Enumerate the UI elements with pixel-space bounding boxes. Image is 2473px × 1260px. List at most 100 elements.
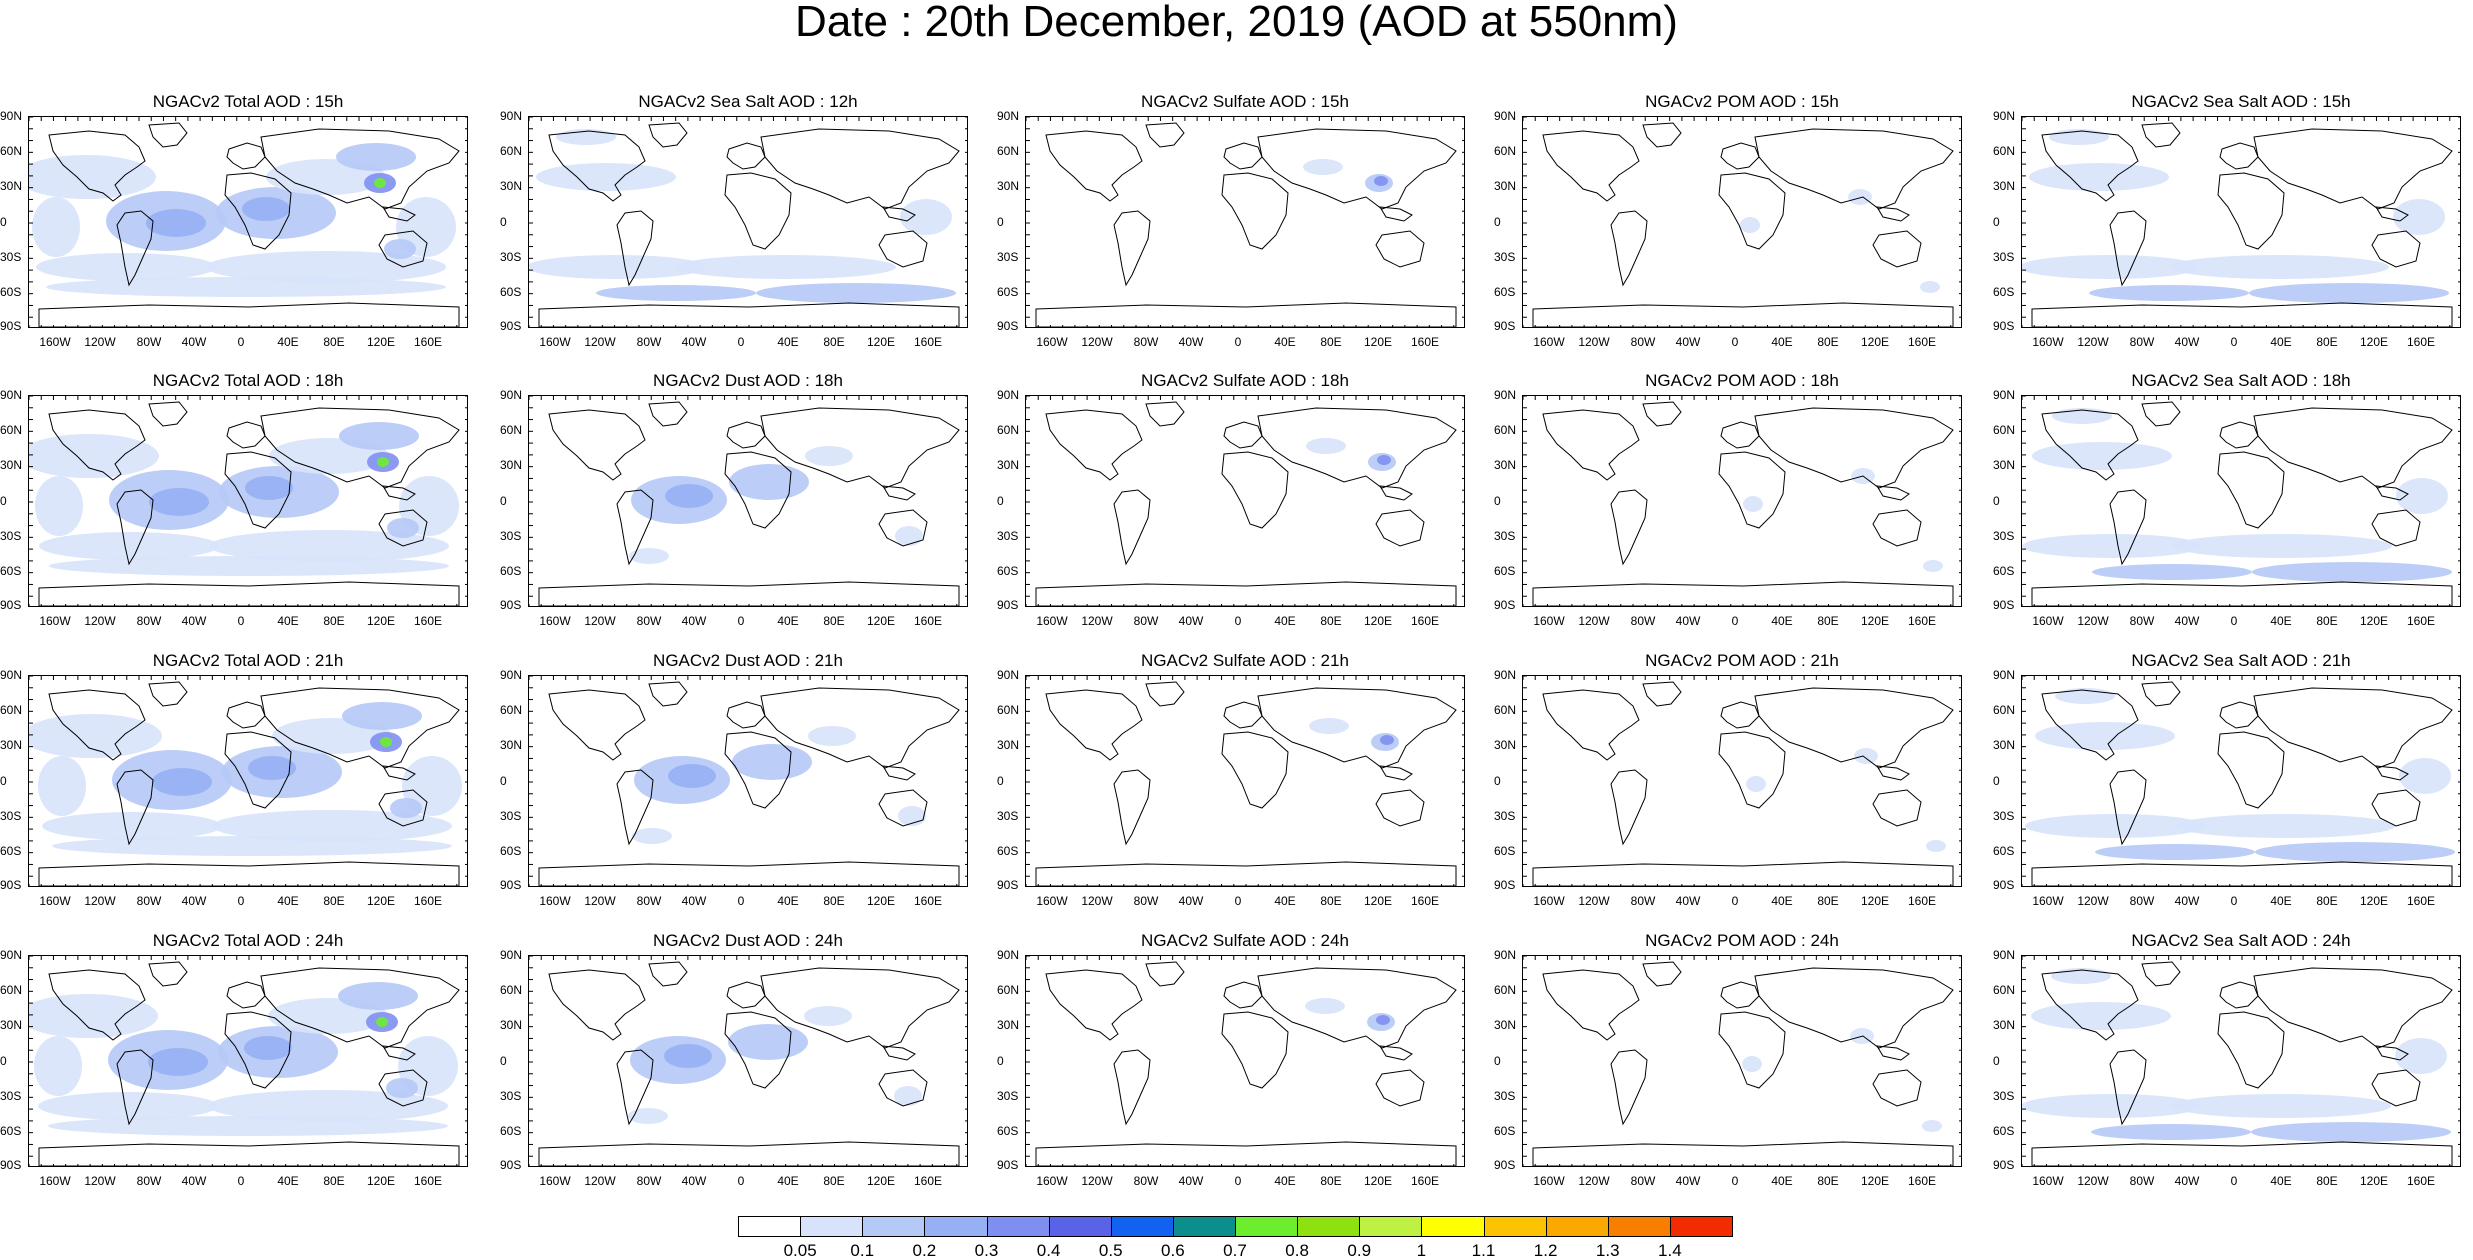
aod-shade-region [804, 1006, 852, 1026]
coastline [48, 409, 146, 481]
lat-tick-label: 30S [997, 529, 1019, 543]
aod-shade-region [1377, 455, 1391, 465]
aod-shade-region [1922, 1120, 1942, 1132]
coastline [2217, 1011, 2285, 1089]
lon-tick-label: 40E [1274, 894, 1296, 908]
lat-tick-label: 30N [0, 179, 23, 193]
lat-tick-label: 90N [0, 948, 23, 962]
lat-tick-label: 30N [997, 738, 1020, 752]
lon-tick-label: 40E [777, 894, 799, 908]
lat-tick-label: 90N [500, 109, 523, 123]
lon-tick-label: 120W [84, 894, 116, 908]
aod-shade-region [52, 836, 452, 856]
lat-tick-label: 60S [500, 1124, 522, 1138]
lon-tick-label: 80W [136, 894, 162, 908]
map-panel: NGACv2 Sea Salt AOD : 21h 90N 60N 30N 0 30S 60… [1993, 651, 2473, 926]
coastline [1045, 969, 1143, 1041]
aod-shade-region [2092, 564, 2252, 580]
lon-tick-label: 120E [366, 335, 396, 349]
coastline [116, 210, 154, 287]
lat-tick-label: 0 [1993, 494, 2000, 508]
coastline [724, 731, 792, 809]
coastline [1045, 130, 1143, 202]
coastline [1257, 687, 1457, 769]
lat-tick-label: 90S [1993, 319, 2015, 333]
lat-tick-label: 30N [997, 179, 1020, 193]
lat-tick-label: 30N [1494, 738, 1517, 752]
lon-tick-label: 40W [1675, 894, 1701, 908]
lon-tick-label: 40E [1771, 335, 1793, 349]
aod-shade-region [1303, 159, 1343, 175]
colorbar-label: 0.9 [1347, 1241, 1372, 1260]
coastline [1223, 421, 1263, 449]
coastline [1257, 967, 1457, 1049]
coastline [2253, 407, 2453, 489]
coastline [260, 128, 460, 210]
coastline [224, 1011, 292, 1089]
lat-tick-label: 60N [0, 144, 23, 158]
colorbar-label: 1 [1416, 1241, 1427, 1260]
lat-tick-label: 60S [0, 564, 22, 578]
aod-shade-region [2091, 1124, 2251, 1140]
lon-tick-label: 0 [1731, 1174, 1739, 1188]
lat-tick-label: 60S [500, 285, 522, 299]
aod-shade-region [212, 810, 452, 842]
aod-shade-region [2255, 842, 2455, 862]
coastline [648, 122, 688, 148]
coastline [878, 230, 928, 268]
lat-tick-label: 90N [1494, 109, 1517, 123]
lon-tick-label: 120W [1578, 614, 1610, 628]
lon-tick-label: 0 [237, 614, 245, 628]
lat-tick-label: 90N [997, 109, 1020, 123]
lat-tick-label: 30N [500, 1018, 523, 1032]
lon-tick-label: 160E [1410, 894, 1440, 908]
lat-tick-label: 0 [0, 215, 7, 229]
aod-shade-region [2031, 1002, 2171, 1030]
coastline [1642, 122, 1682, 148]
aod-shade-region [29, 155, 156, 199]
lat-tick-label: 60N [1993, 144, 2016, 158]
aod-shade-region [42, 812, 222, 840]
coastline [38, 302, 460, 327]
coastline [1035, 1141, 1457, 1166]
lat-tick-label: 0 [1494, 494, 1501, 508]
coastline [2375, 765, 2409, 781]
lat-tick-label: 0 [1494, 774, 1501, 788]
aod-shade-region [38, 756, 86, 816]
lat-tick-label: 90S [500, 1158, 522, 1172]
aod-shade-region [32, 197, 80, 257]
lat-tick-label: 90S [0, 598, 22, 612]
map-canvas [529, 676, 967, 886]
coastline [382, 206, 416, 222]
lon-tick-label: 0 [1234, 335, 1242, 349]
lon-tick-label: 160W [39, 614, 71, 628]
lat-tick-label: 60N [500, 983, 523, 997]
lon-tick-label: 40W [1178, 614, 1204, 628]
map-canvas [2022, 956, 2460, 1166]
lon-tick-label: 160W [39, 1174, 71, 1188]
aod-shade-region [2175, 814, 2395, 838]
coastline [1872, 1069, 1922, 1107]
aod-shade-region [629, 548, 669, 564]
lon-tick-label: 40E [777, 614, 799, 628]
coastline [1221, 1011, 1289, 1089]
lat-tick-label: 0 [1993, 215, 2000, 229]
coastline [1642, 401, 1682, 427]
coastline [1642, 961, 1682, 987]
aod-shade-region [376, 1017, 388, 1027]
aod-shade-region [149, 488, 209, 516]
lon-tick-label: 80E [323, 894, 345, 908]
aod-shade-region [1848, 189, 1872, 205]
lat-tick-label: 60S [500, 844, 522, 858]
coastline [2253, 687, 2453, 769]
map-panel: NGACv2 POM AOD : 18h 90N 60N 30N 0 30S 60S 90S 1… [1494, 371, 1974, 646]
lon-tick-label: 120E [1860, 335, 1890, 349]
lon-tick-label: 160E [1410, 1174, 1440, 1188]
coastline [538, 861, 960, 886]
lat-tick-label: 90S [0, 1158, 22, 1172]
coastline [1375, 1069, 1425, 1107]
lon-tick-label: 40E [277, 1174, 299, 1188]
lon-tick-label: 120W [84, 1174, 116, 1188]
panel-title: NGACv2 POM AOD : 24h [1645, 931, 1839, 950]
coastline [2219, 142, 2259, 170]
